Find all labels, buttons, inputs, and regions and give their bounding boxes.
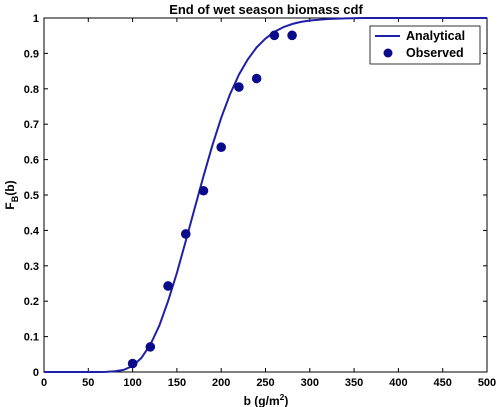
y-axis-label: FB(b) <box>3 180 20 209</box>
analytical-cdf-line <box>44 17 487 373</box>
y-tick-label: 0.2 <box>24 296 39 308</box>
x-axis-label-sup: 2 <box>280 392 285 402</box>
x-tick-label: 300 <box>301 377 319 389</box>
observed-point <box>216 142 226 153</box>
x-tick-label: 100 <box>123 377 141 389</box>
chart-title: End of wet season biomass cdf <box>169 2 363 17</box>
legend: Analytical Observed <box>369 25 481 65</box>
y-axis-label-tail: (b) <box>3 180 17 195</box>
svg-text:FB(b): FB(b) <box>3 180 20 209</box>
y-tick-label: 1 <box>33 13 39 25</box>
x-tick-label: 450 <box>434 377 452 389</box>
observed-point <box>145 342 156 352</box>
legend-marker-sample <box>383 48 393 58</box>
x-tick-label: 250 <box>256 377 274 389</box>
x-tick-label: 350 <box>345 377 363 389</box>
axis-ticks: 0 50 100 150 200 250 300 350 400 450 500 0 0.1 0.2 0.3… <box>24 13 496 389</box>
y-tick-label: 0.6 <box>24 155 39 167</box>
y-axis-label-sub: B <box>10 195 20 202</box>
observed-point <box>180 229 191 239</box>
x-axis-label-tail: ) <box>284 394 288 407</box>
x-axis-label: b (g/m2) <box>244 392 289 407</box>
x-tick-label: 0 <box>41 377 47 389</box>
x-tick-label: 500 <box>478 377 496 389</box>
y-tick-label: 0.1 <box>24 332 39 344</box>
y-axis-label-main: F <box>3 202 17 209</box>
observed-point <box>163 281 173 291</box>
y-tick-label: 0 <box>33 367 39 379</box>
y-tick-label: 0.9 <box>24 48 39 60</box>
observed-point <box>234 82 244 92</box>
x-axis-label-main: b (g/m <box>244 394 280 407</box>
svg-text:b (g/m2): b (g/m2) <box>244 392 289 407</box>
x-tick-label: 400 <box>389 377 407 389</box>
y-tick-label: 0.5 <box>24 190 39 202</box>
y-tick-label: 0.7 <box>24 119 39 131</box>
x-tick-label: 50 <box>82 377 94 389</box>
x-tick-label: 150 <box>168 377 186 389</box>
legend-box <box>369 25 481 65</box>
series-layer <box>44 17 487 373</box>
observed-point <box>198 185 209 196</box>
y-tick-label: 0.3 <box>24 261 39 273</box>
observed-point <box>287 30 297 41</box>
legend-label-observed: Observed <box>406 46 464 60</box>
observed-point <box>127 358 138 369</box>
observed-point <box>269 30 280 41</box>
observed-point <box>251 73 262 84</box>
x-tick-label: 200 <box>212 377 230 389</box>
y-tick-label: 0.4 <box>24 225 40 237</box>
y-tick-label: 0.8 <box>24 84 39 96</box>
plot-area <box>43 17 488 373</box>
legend-label-analytical: Analytical <box>406 29 465 43</box>
